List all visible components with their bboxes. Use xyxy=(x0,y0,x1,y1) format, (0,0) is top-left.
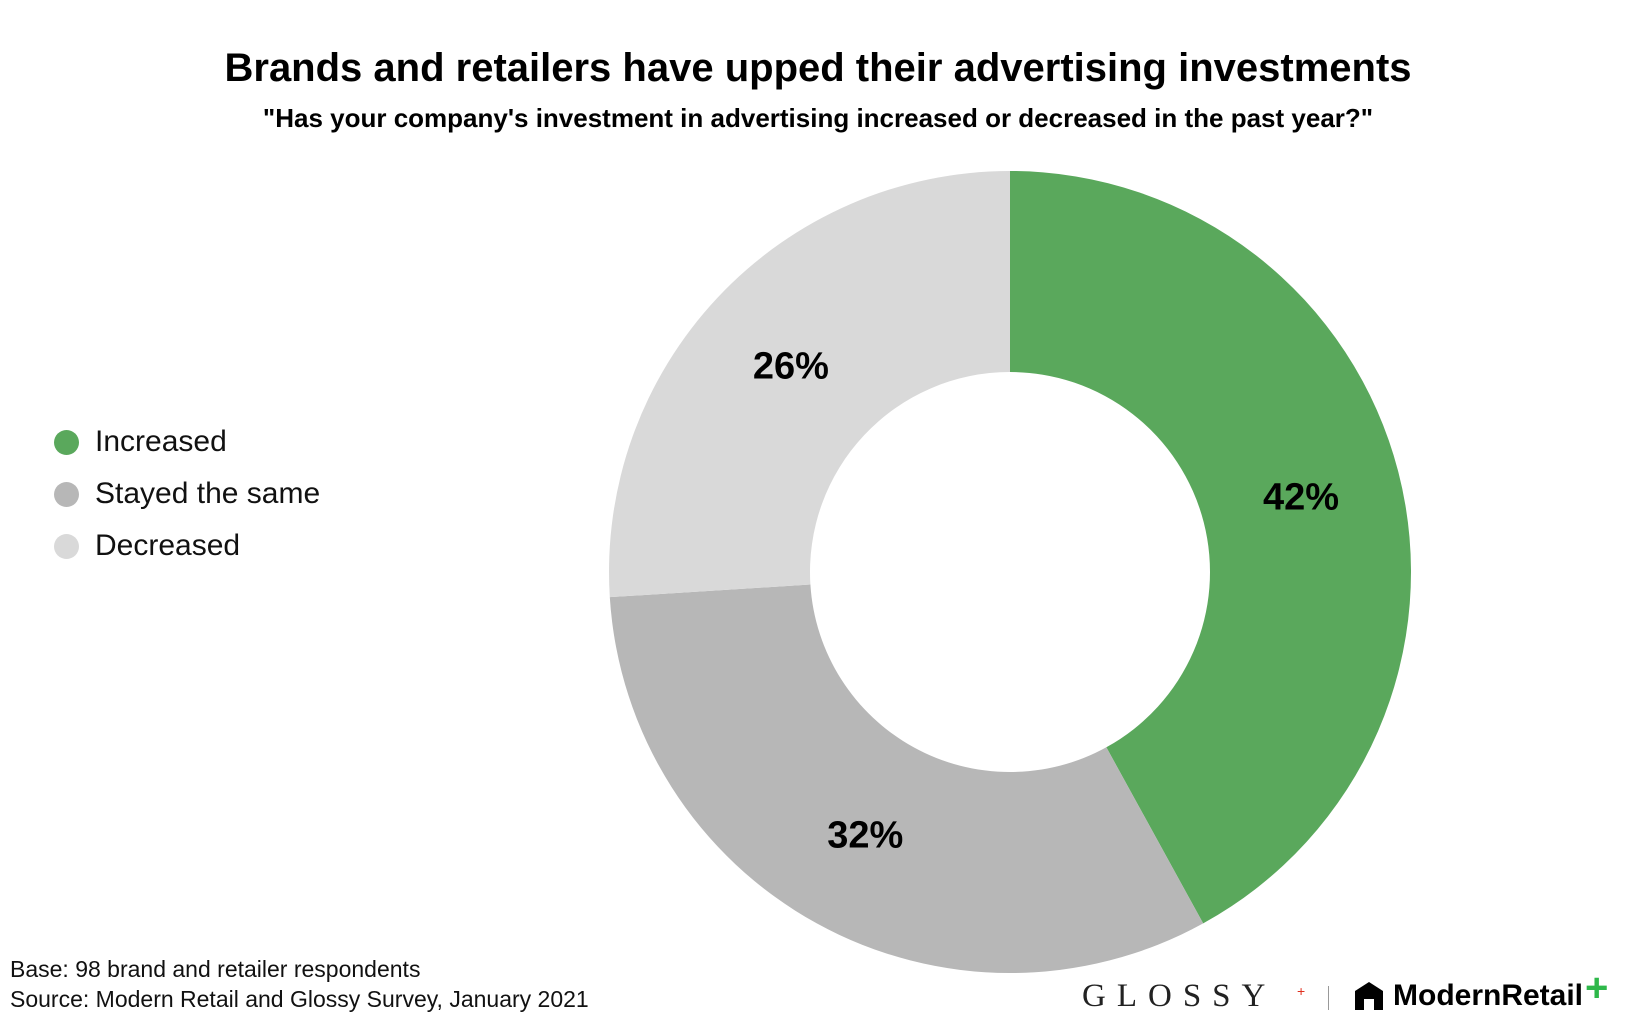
donut-slice-decreased xyxy=(609,171,1010,598)
modern-retail-logo: ModernRetail + xyxy=(1353,968,1608,1014)
donut-slice-stayed-the-same xyxy=(609,584,1204,974)
slice-label-increased: 42% xyxy=(1263,476,1339,518)
modern-retail-plus-mark: + xyxy=(1585,966,1609,1010)
brand-divider xyxy=(1328,986,1329,1010)
chart-legend: Increased Stayed the same Decreased xyxy=(54,416,320,572)
legend-swatch-decreased xyxy=(54,533,79,559)
donut-slice-increased xyxy=(1010,170,1412,924)
modern-retail-wordmark: ModernRetail xyxy=(1393,979,1584,1012)
house-icon xyxy=(1355,982,1383,1010)
legend-item-stayed-the-same: Stayed the same xyxy=(54,468,320,520)
footnote-base: Base: 98 brand and retailer respondents xyxy=(10,956,421,982)
legend-item-decreased: Decreased xyxy=(54,520,320,572)
legend-label-decreased: Decreased xyxy=(95,529,241,562)
slice-label-stayed-the-same: 32% xyxy=(827,814,903,856)
legend-swatch-stayed-the-same xyxy=(54,481,79,507)
legend-item-increased: Increased xyxy=(54,416,320,468)
footnote-source: Source: Modern Retail and Glossy Survey,… xyxy=(10,986,589,1012)
chart-footnote: Base: 98 brand and retailer respondents … xyxy=(10,954,589,1014)
glossy-plus-mark: + xyxy=(1297,983,1306,999)
legend-swatch-increased xyxy=(54,429,79,455)
chart-subtitle: "Has your company's investment in advert… xyxy=(262,103,1374,133)
chart-title: Brands and retailers have upped their ad… xyxy=(224,46,1412,90)
glossy-logo: GLOSSY xyxy=(1082,978,1277,1014)
slice-label-decreased: 26% xyxy=(753,345,829,387)
legend-label-increased: Increased xyxy=(95,425,227,458)
legend-label-stayed-the-same: Stayed the same xyxy=(95,477,321,510)
